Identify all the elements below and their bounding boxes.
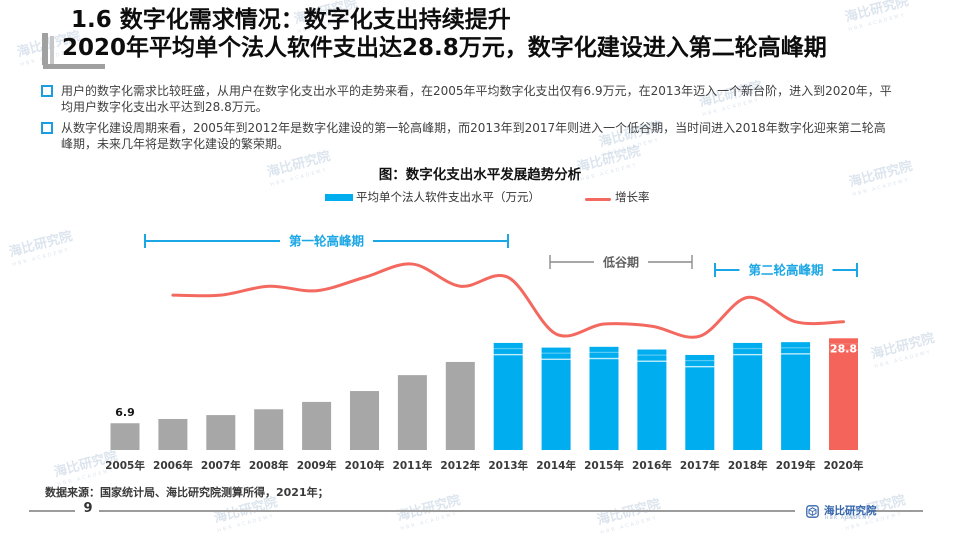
bullet-item: 用户的数字化需求比较旺盛，从用户在数字化支出水平的走势来看，在2005年平均数字… bbox=[61, 84, 897, 115]
page-number: 9 bbox=[83, 501, 93, 516]
title-decoration-underline bbox=[43, 64, 105, 69]
legend-line-swatch bbox=[585, 198, 611, 201]
bar-2009年 bbox=[302, 401, 332, 450]
bar-stripe bbox=[733, 353, 763, 356]
x-axis-label: 2013年 bbox=[488, 459, 528, 472]
bar-2017年 bbox=[685, 354, 715, 450]
bar-stripe bbox=[829, 349, 858, 351]
period-bracket-label: 第二轮高峰期 bbox=[748, 263, 823, 278]
bar-stripe bbox=[685, 365, 715, 368]
footer-rule bbox=[29, 510, 75, 512]
bullet-text: 从数字化建设周期来看，2005年到2012年是数字化建设的第一轮高峰期，而201… bbox=[61, 121, 886, 151]
legend-line-label: 增长率 bbox=[615, 190, 650, 204]
bar-stripe bbox=[493, 347, 523, 350]
first-bar-value-label: 6.9 bbox=[115, 406, 135, 419]
bar-2012年 bbox=[445, 361, 475, 450]
x-axis-label: 2012年 bbox=[440, 459, 480, 472]
x-axis-label: 2020年 bbox=[824, 459, 864, 472]
bar-stripe bbox=[493, 353, 523, 356]
bar-stripe bbox=[589, 357, 619, 360]
bar-2014年 bbox=[541, 347, 571, 450]
period-bracket-label: 第一轮高峰期 bbox=[289, 234, 364, 249]
bar-2020年 bbox=[829, 338, 858, 450]
bar-stripe bbox=[685, 359, 715, 362]
bar-stripe bbox=[733, 347, 763, 350]
bar-2008年 bbox=[254, 409, 284, 450]
bullet-text: 用户的数字化需求比较旺盛，从用户在数字化支出水平的走势来看，在2005年平均数字… bbox=[61, 84, 892, 114]
x-axis-label: 2018年 bbox=[728, 459, 768, 472]
legend-bar-swatch bbox=[325, 194, 353, 201]
bar-2019年 bbox=[781, 342, 811, 450]
bar-stripe bbox=[637, 354, 667, 356]
x-axis-label: 2017年 bbox=[680, 459, 720, 472]
watermark: 海比研究院 HBR ACADEMY bbox=[843, 0, 911, 34]
logo-cube-icon bbox=[806, 505, 819, 518]
watermark: 海比研究院 HBR ACADEMY bbox=[395, 493, 463, 533]
period-bracket-label: 低谷期 bbox=[602, 255, 639, 270]
bar-2010年 bbox=[350, 391, 379, 450]
logo-text: 海比研究院 bbox=[824, 505, 877, 517]
bar-2015年 bbox=[589, 346, 619, 450]
bar-2006年 bbox=[158, 418, 188, 450]
x-axis-label: 2007年 bbox=[201, 459, 241, 472]
last-bar-value-label: 28.8 bbox=[830, 342, 857, 355]
logo-subtext: HBR ACADEMY bbox=[825, 515, 872, 521]
bar-stripe bbox=[781, 353, 811, 355]
bullet-item: 从数字化建设周期来看，2005年到2012年是数字化建设的第一轮高峰期，而201… bbox=[61, 121, 897, 152]
bar-2007年 bbox=[206, 415, 236, 450]
title-decoration-bar-light bbox=[50, 36, 54, 65]
x-axis-label: 2009年 bbox=[297, 459, 337, 472]
bar-2018年 bbox=[733, 342, 763, 450]
bar-2013年 bbox=[493, 342, 523, 450]
x-axis-label: 2011年 bbox=[393, 459, 433, 472]
watermark: 海比研究院 HBR ACADEMY bbox=[595, 497, 663, 537]
x-axis-label: 2016年 bbox=[632, 459, 672, 472]
slide-title-line-1: 1.6 数字化需求情况：数字化支出持续提升 bbox=[71, 7, 511, 33]
legend-bar-label: 平均单个法人软件支出水平（万元） bbox=[356, 190, 540, 204]
x-axis-label: 2006年 bbox=[153, 459, 193, 472]
bar-2011年 bbox=[397, 375, 427, 450]
bar-stripe bbox=[541, 352, 571, 354]
bar-2005年 bbox=[110, 423, 140, 450]
x-axis-label: 2005年 bbox=[105, 459, 145, 472]
slide-title-line-2: 2020年平均单个法人软件支出达28.8万元，数字化建设进入第二轮高峰期 bbox=[62, 35, 827, 61]
growth-rate-line bbox=[171, 262, 845, 339]
bar-stripe bbox=[637, 360, 667, 362]
x-axis-label: 2008年 bbox=[249, 459, 289, 472]
bar-stripe bbox=[829, 343, 858, 345]
footer-rule bbox=[99, 510, 795, 512]
bar-stripe bbox=[541, 358, 571, 360]
data-source-note: 数据来源：国家统计局、海比研究院测算所得，2021年； bbox=[45, 486, 329, 499]
x-axis-label: 2019年 bbox=[776, 459, 816, 472]
chart-title: 图：数字化支出水平发展趋势分析 bbox=[378, 167, 582, 183]
bullet-square-icon bbox=[41, 85, 53, 97]
bar-stripe bbox=[781, 347, 811, 349]
x-axis-label: 2015年 bbox=[584, 459, 624, 472]
x-axis-label: 2014年 bbox=[536, 459, 576, 472]
x-axis-label: 2010年 bbox=[345, 459, 385, 472]
watermark: 海比研究院 HBR ACADEMY bbox=[212, 495, 280, 535]
chart: 2005年 2006年 2007年 2008年 2009年 2010年 2011年 2012年… bbox=[105, 234, 864, 473]
bar-2016年 bbox=[637, 349, 667, 450]
footer-rule bbox=[868, 510, 923, 512]
bullet-square-icon bbox=[41, 122, 53, 134]
title-decoration-bar bbox=[42, 33, 48, 65]
bar-stripe bbox=[589, 351, 619, 354]
